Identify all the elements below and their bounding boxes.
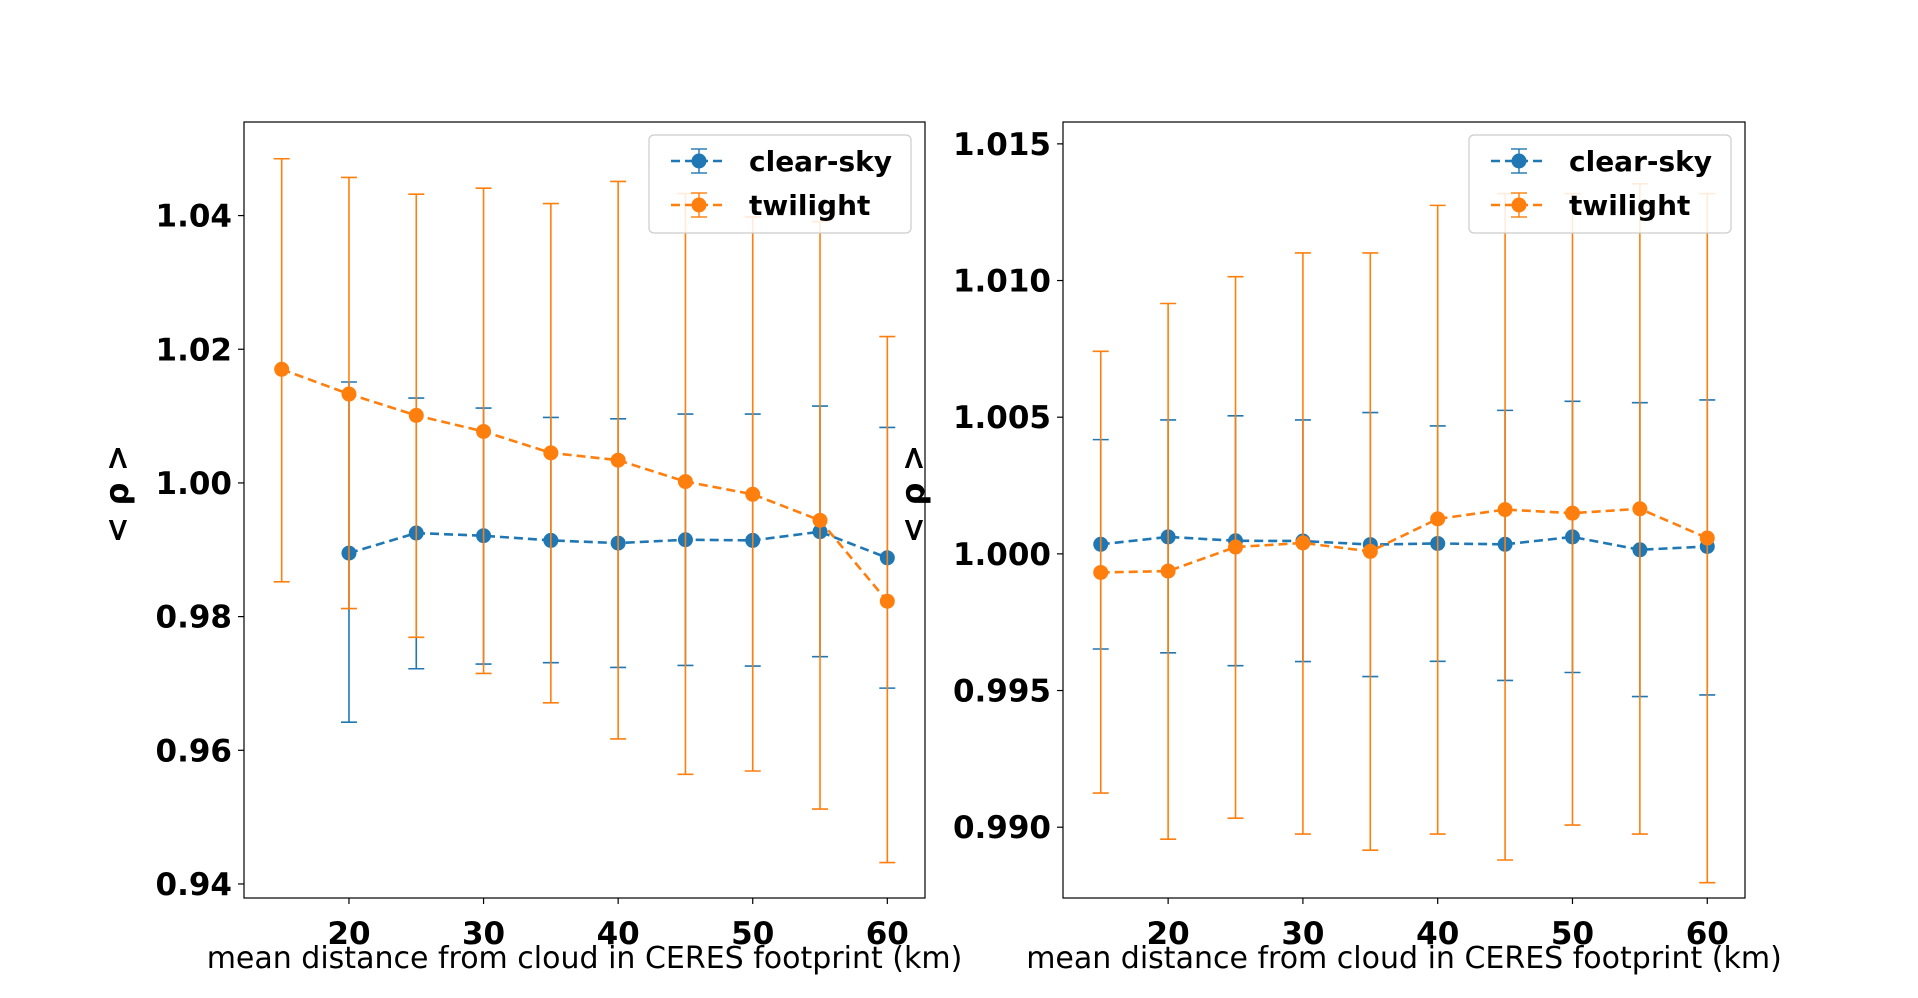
data-point	[274, 361, 290, 377]
y-tick-label: 1.02	[156, 332, 233, 368]
y-tick-label: 0.94	[156, 867, 233, 903]
data-point	[1564, 505, 1580, 521]
y-tick-label: 1.000	[953, 537, 1051, 573]
y-tick-label: 1.010	[953, 264, 1051, 300]
y-tick-label: 1.005	[953, 400, 1051, 436]
y-tick-label: 0.96	[156, 733, 233, 769]
legend-entry-clear-sky: clear-sky	[1491, 145, 1712, 178]
legend-entry-twilight: twilight	[1491, 189, 1690, 222]
y-tick-label: 1.04	[156, 199, 233, 235]
legend-label: clear-sky	[749, 145, 892, 178]
data-point	[1228, 539, 1244, 555]
y-tick-label: 1.00	[156, 466, 233, 502]
legend: clear-sky twilight	[648, 134, 912, 234]
data-point	[610, 452, 626, 468]
x-axis-label: mean distance from cloud in CERES footpr…	[1026, 941, 1782, 976]
data-point	[812, 512, 828, 528]
plot-frame	[243, 121, 926, 899]
x-tick-label: 60	[866, 916, 909, 952]
legend-entry-clear-sky: clear-sky	[671, 145, 892, 178]
data-point	[879, 593, 895, 609]
legend-label: clear-sky	[1569, 145, 1712, 178]
data-point	[1632, 501, 1648, 517]
plot-frame	[1062, 121, 1746, 899]
data-point	[1699, 530, 1715, 546]
x-tick-label: 30	[462, 916, 505, 952]
legend-entry-twilight: twilight	[671, 189, 870, 222]
x-tick-label: 50	[1551, 916, 1594, 952]
data-point	[745, 486, 761, 502]
x-tick-label: 60	[1686, 916, 1729, 952]
y-tick-label: 1.015	[953, 127, 1051, 163]
x-tick-label: 20	[327, 916, 370, 952]
data-point	[408, 407, 424, 423]
legend-box	[648, 134, 912, 234]
data-point	[1497, 502, 1513, 518]
legend-marker	[1511, 197, 1527, 213]
series-twilight	[273, 157, 896, 864]
y-axis-label: < ρ >	[894, 445, 932, 544]
series-line	[1100, 507, 1708, 574]
series-clear-sky	[1092, 399, 1716, 698]
data-point	[1362, 543, 1378, 559]
data-point	[1430, 511, 1446, 527]
legend: clear-sky twilight	[1468, 134, 1732, 234]
x-tick-label: 30	[1281, 916, 1324, 952]
legend-label: twilight	[749, 189, 870, 222]
x-tick-label: 40	[1416, 916, 1459, 952]
y-tick-label: 0.995	[953, 674, 1051, 710]
data-point	[677, 474, 693, 490]
y-tick-label: 0.990	[953, 810, 1051, 846]
x-tick-label: 50	[731, 916, 774, 952]
legend-marker	[691, 197, 707, 213]
series-twilight	[1092, 182, 1716, 884]
series-line	[1100, 535, 1708, 552]
data-point	[476, 423, 492, 439]
x-tick-label: 40	[597, 916, 640, 952]
y-axis-label: < ρ >	[98, 445, 136, 544]
legend-box	[1468, 134, 1732, 234]
data-point	[543, 445, 559, 461]
series-line	[281, 368, 889, 603]
data-point	[341, 386, 357, 402]
y-tick-label: 0.98	[156, 600, 233, 636]
data-point	[1093, 564, 1109, 580]
legend-label: twilight	[1569, 189, 1690, 222]
x-tick-label: 20	[1147, 916, 1190, 952]
legend-marker	[1511, 153, 1527, 169]
legend-marker	[691, 153, 707, 169]
x-axis-label: mean distance from cloud in CERES footpr…	[207, 941, 963, 976]
data-point	[1160, 563, 1176, 579]
data-point	[1295, 535, 1311, 551]
chart-panel-2: 20 30 40 50 60 0.990 0.995 1.000 1.005 1.010 1.015…	[894, 121, 1782, 976]
chart-panel-1: 20 30 40 50 60 0.94 0.96 0.98 1.00 1.02 1.04 mean d…	[98, 121, 963, 976]
